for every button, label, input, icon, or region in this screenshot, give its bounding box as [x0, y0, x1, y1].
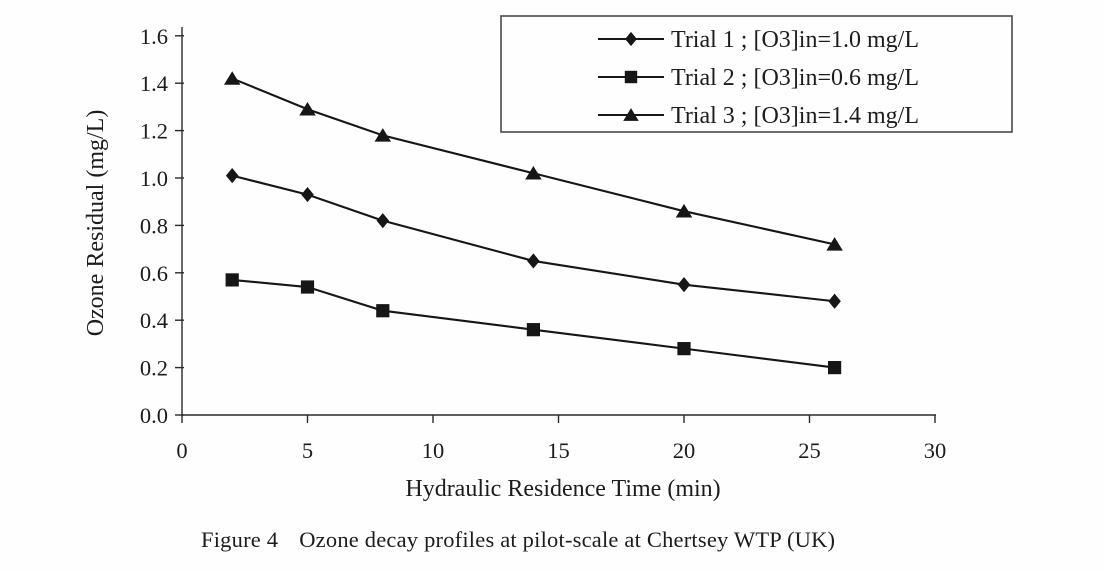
ozone-decay-chart: 0 5 10 15 20 25 30 0.0 0.2 0.4 0.6 0.8 1.0 1.2 1.4 1.6 H…: [83, 15, 1013, 502]
triangle-marker: [826, 237, 843, 251]
square-marker: [526, 323, 540, 337]
y-tick-label: 0.6: [140, 261, 168, 286]
series-trial-2: [225, 273, 842, 375]
triangle-marker: [299, 102, 316, 116]
figure-caption: Figure 4 Ozone decay profiles at pilot-sc…: [201, 527, 835, 553]
x-tick-label: 20: [673, 438, 696, 463]
legend-square-icon: [624, 70, 638, 84]
y-tick-label: 0.0: [140, 403, 168, 428]
square-marker: [225, 273, 239, 287]
caption-label: Figure 4: [201, 527, 279, 552]
y-tick-label: 0.8: [140, 213, 168, 238]
triangle-marker: [374, 128, 392, 142]
legend-entry-label: Trial 3 ; [O3]in=1.4 mg/L: [671, 103, 919, 129]
diamond-marker: [376, 213, 390, 229]
legend-diamond-icon: [625, 31, 637, 47]
legend-triangle-icon: [623, 108, 639, 121]
y-tick-label: 1.0: [140, 166, 168, 191]
series-trial-1: [225, 168, 841, 309]
legend: Trial 1 ; [O3]in=1.0 mg/L Trial 2 ; [O3]i…: [500, 15, 1013, 133]
x-tick-label: 10: [422, 438, 445, 463]
legend-entry-trial-3: Trial 3 ; [O3]in=1.4 mg/L: [598, 103, 919, 129]
diamond-marker: [677, 277, 691, 293]
caption-text: Ozone decay profiles at pilot-scale at C…: [299, 527, 836, 552]
triangle-marker: [675, 203, 693, 218]
diamond-marker: [225, 168, 239, 184]
y-axis-label: Ozone Residual (mg/L): [83, 110, 109, 337]
y-tick-label: 1.6: [140, 24, 168, 49]
series-trial-3-line: [231, 77, 835, 246]
series-trial-2-line: [232, 278, 835, 369]
series-trial-3: [223, 71, 843, 251]
y-tick-label: 0.4: [140, 308, 168, 333]
series-trial-1-line: [231, 174, 835, 303]
legend-entry-trial-2: Trial 2 ; [O3]in=0.6 mg/L: [598, 65, 919, 91]
diamond-marker: [527, 253, 540, 269]
diamond-marker: [301, 187, 314, 203]
axes: 0 5 10 15 20 25 30 0.0 0.2 0.4 0.6 0.8 1.0 1.2 1.4 1.6: [140, 24, 946, 463]
y-tick-label: 1.4: [140, 71, 168, 96]
triangle-marker: [525, 166, 542, 180]
square-marker: [828, 361, 842, 375]
diamond-marker: [828, 293, 841, 309]
legend-entry-trial-1: Trial 1 ; [O3]in=1.0 mg/L: [598, 27, 919, 53]
x-tick-label: 15: [547, 438, 570, 463]
x-tick-label: 30: [924, 438, 947, 463]
square-marker: [376, 304, 390, 318]
legend-box: [500, 15, 1013, 133]
legend-entry-label: Trial 2 ; [O3]in=0.6 mg/L: [671, 65, 919, 91]
square-marker: [300, 280, 315, 294]
y-tick-label: 1.2: [140, 119, 168, 144]
triangle-marker: [223, 71, 241, 85]
legend-entry-label: Trial 1 ; [O3]in=1.0 mg/L: [671, 27, 919, 53]
x-axis-label: Hydraulic Residence Time (min): [405, 476, 720, 502]
y-tick-label: 0.2: [140, 356, 168, 381]
x-tick-label: 25: [798, 438, 821, 463]
x-tick-label: 5: [302, 438, 313, 463]
square-marker: [677, 342, 691, 356]
x-tick-label: 0: [176, 438, 187, 463]
